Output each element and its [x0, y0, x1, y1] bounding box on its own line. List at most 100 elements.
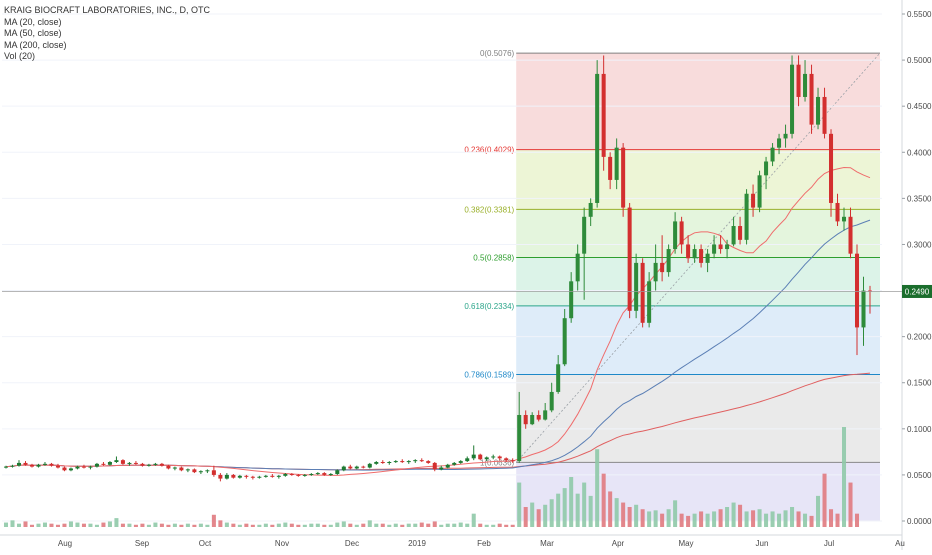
- volume-bar: [445, 523, 450, 527]
- candle-body: [731, 226, 736, 245]
- candle-body: [569, 281, 574, 319]
- candle-body: [341, 466, 346, 471]
- candle-body: [491, 456, 496, 458]
- x-tick-label: Oct: [199, 539, 212, 548]
- fib-label-4: 0.618(0.2334): [464, 302, 514, 311]
- candle-body: [621, 147, 626, 208]
- candle-body: [627, 207, 632, 311]
- volume-bar: [588, 495, 593, 527]
- volume-bar: [536, 509, 541, 527]
- volume-bar: [854, 513, 860, 527]
- volume-bar: [289, 523, 294, 527]
- candle-body: [575, 253, 580, 282]
- candle-body: [705, 253, 710, 263]
- volume-bar: [569, 477, 574, 527]
- volume-bar: [679, 513, 684, 527]
- candle-body: [842, 216, 847, 222]
- volume-bar: [634, 504, 639, 527]
- candle-body: [354, 466, 359, 469]
- legend-ma200[interactable]: MA (200, close): [4, 39, 67, 50]
- candle-body: [510, 460, 515, 462]
- candle-body: [205, 470, 210, 472]
- candle-body: [854, 253, 860, 328]
- candle-body: [484, 457, 489, 460]
- volume-bar: [653, 510, 658, 527]
- candle-body: [699, 249, 704, 263]
- volume-bar: [647, 511, 652, 527]
- candle-body: [250, 476, 255, 478]
- y-tick-label: 0.0000: [907, 517, 932, 526]
- candle-body: [114, 460, 119, 463]
- candle-body: [198, 471, 203, 473]
- volume-bar: [725, 507, 730, 527]
- candle-body: [562, 318, 567, 365]
- candle-body: [55, 465, 60, 468]
- volume-bar: [322, 524, 327, 527]
- candle-body: [829, 133, 834, 203]
- candle-body: [283, 473, 288, 476]
- legend-symbol[interactable]: KRAIG BIOCRAFT LABORATORIES, INC., D, OT…: [4, 5, 211, 15]
- candle-body: [783, 133, 788, 139]
- volume-bar: [562, 488, 567, 527]
- x-tick-label: Au: [895, 539, 905, 548]
- volume-bar: [114, 518, 119, 527]
- legend-ma20[interactable]: MA (20, close): [4, 16, 62, 27]
- y-tick-label: 0.1000: [907, 425, 932, 434]
- candle-body: [673, 221, 678, 250]
- candle-body: [588, 202, 593, 217]
- volume-bar: [374, 523, 379, 527]
- volume-bar: [179, 524, 184, 527]
- candle-body: [231, 474, 236, 478]
- volume-bar: [387, 524, 392, 527]
- volume-bar: [335, 522, 340, 527]
- volume-bar: [705, 513, 710, 527]
- candle-body: [309, 473, 314, 475]
- candle-body: [276, 475, 281, 477]
- volume-bar: [666, 509, 671, 527]
- candle-body: [172, 467, 177, 469]
- volume-bar: [621, 502, 626, 527]
- volume-bar: [42, 522, 47, 527]
- candle-body: [803, 73, 808, 97]
- volume-bar: [250, 524, 255, 527]
- candle-body: [192, 469, 197, 473]
- y-tick-label: 0.3500: [907, 194, 932, 203]
- volume-bar: [244, 523, 249, 527]
- candle-body: [153, 463, 158, 465]
- volume-bar: [783, 510, 788, 527]
- volume-bar: [55, 524, 60, 527]
- candle-body: [614, 147, 619, 180]
- volume-bar: [315, 523, 320, 527]
- x-tick-label: May: [678, 539, 693, 548]
- x-tick-label: Nov: [275, 539, 289, 548]
- x-tick-label: Sep: [135, 539, 150, 548]
- volume-bar: [354, 524, 359, 527]
- volume-bar: [62, 523, 67, 527]
- volume-bar: [309, 523, 314, 527]
- candle-body: [179, 467, 184, 471]
- candle-body: [419, 460, 424, 462]
- volume-bar: [543, 504, 548, 527]
- volume-bar: [504, 524, 509, 527]
- fib-zone-4: [516, 305, 880, 375]
- candle-body: [497, 456, 502, 459]
- volume-bars: [3, 427, 860, 527]
- candle-body: [790, 64, 795, 134]
- volume-bar: [419, 522, 424, 527]
- legend-vol[interactable]: Vol (20): [4, 51, 36, 61]
- volume-bar: [426, 523, 431, 527]
- candle-body: [465, 458, 470, 462]
- candle-body: [757, 175, 762, 208]
- candle-body: [29, 464, 34, 467]
- legend-ma50[interactable]: MA (50, close): [4, 28, 62, 38]
- chart-legend: KRAIG BIOCRAFT LABORATORIES, INC., D, OT…: [4, 5, 210, 63]
- candle-body: [218, 474, 223, 479]
- volume-bar: [348, 523, 353, 527]
- volume-bar: [367, 520, 372, 527]
- y-tick-label: 0.0500: [907, 471, 932, 480]
- candle-body: [777, 138, 782, 148]
- volume-bar: [751, 510, 756, 527]
